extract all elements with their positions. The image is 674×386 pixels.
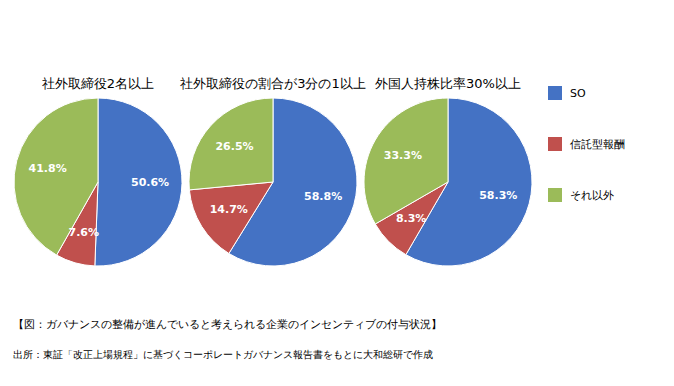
pie-chart: 外国人持株比率30%以上 58.3% 8.3% 33.3% — [364, 76, 532, 266]
legend-label: それ以外 — [570, 189, 614, 202]
legend-swatch — [548, 137, 562, 151]
source: 出所：東証「改正上場規程」に基づくコーポレートガバナンス報告書をもとに大和総研で… — [13, 349, 433, 360]
data-label: 7.6% — [69, 226, 100, 239]
data-label: 26.5% — [215, 140, 253, 153]
slices — [189, 98, 357, 266]
chart-title: 社外取締役の割合が3分の1以上 — [180, 76, 366, 91]
chart-title: 外国人持株比率30%以上 — [375, 76, 521, 91]
data-label: 50.6% — [131, 176, 169, 189]
data-label: 8.3% — [396, 212, 427, 225]
caption: 【図：ガバナンスの整備が進んでいると考えられる企業のインセンティブの付与状況】 — [13, 318, 442, 331]
data-label: 58.8% — [304, 190, 342, 203]
legend-swatch — [548, 86, 562, 100]
chart-root: 社外取締役2名以上 50.6% 7.6% 41.8% 社外取締役の割合が3分の1以上 58… — [0, 0, 674, 386]
slices — [364, 98, 532, 266]
pie-chart: 社外取締役2名以上 50.6% 7.6% 41.8% — [14, 76, 182, 266]
legend-swatch — [548, 188, 562, 202]
data-labels: 50.6% 7.6% 41.8% — [29, 162, 170, 238]
pie-slice — [95, 98, 182, 266]
data-label: 41.8% — [29, 162, 67, 175]
legend-label: SO — [570, 87, 586, 100]
pie-chart: 社外取締役の割合が3分の1以上 58.8% 14.7% 26.5% — [180, 76, 366, 266]
chart-title: 社外取締役2名以上 — [42, 76, 154, 91]
pie-slice — [189, 98, 273, 190]
data-label: 14.7% — [210, 203, 248, 216]
data-labels: 58.8% 14.7% 26.5% — [210, 140, 343, 216]
slices — [14, 98, 182, 266]
data-labels: 58.3% 8.3% 33.3% — [384, 149, 518, 225]
data-label: 58.3% — [479, 189, 517, 202]
figure: 社外取締役2名以上 50.6% 7.6% 41.8% 社外取締役の割合が3分の1以上 58… — [0, 0, 674, 386]
pie-slice — [364, 98, 448, 224]
background — [0, 0, 674, 386]
legend-label: 信託型報酬 — [570, 138, 625, 151]
legend: SO 信託型報酬それ以外 — [548, 86, 625, 202]
data-label: 33.3% — [384, 149, 422, 162]
pie-slice — [189, 182, 273, 253]
